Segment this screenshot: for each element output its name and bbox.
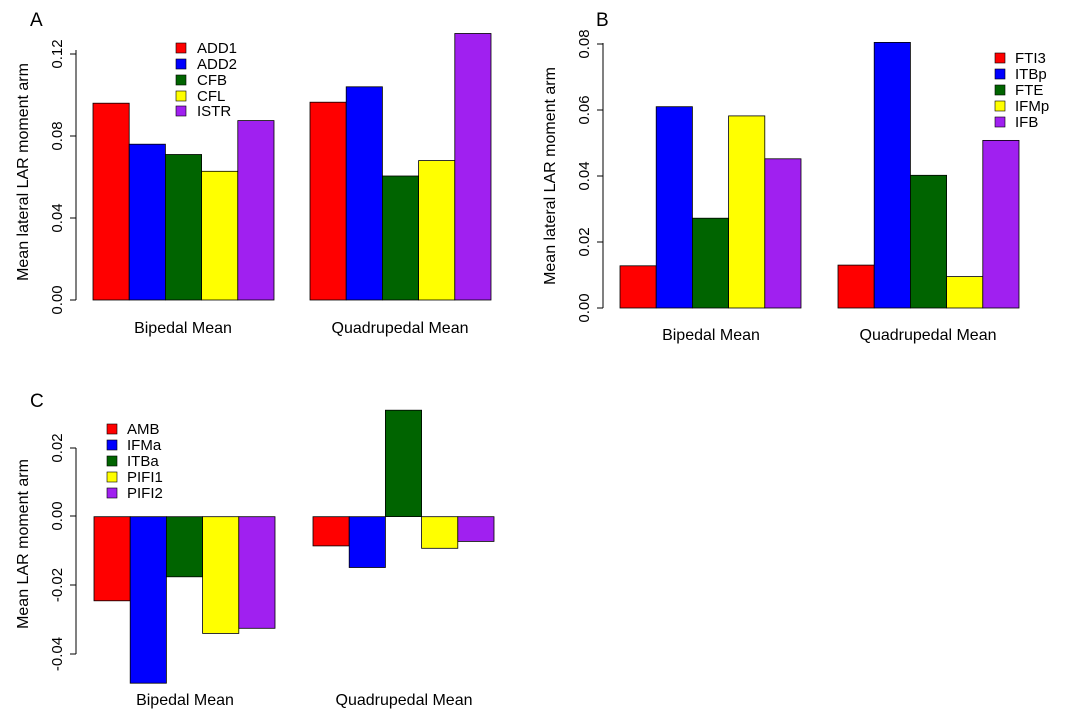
y-tick-label-c-3: 0.02 — [49, 433, 66, 462]
legend-swatch-c-ifma — [106, 439, 118, 451]
bar-a-bipedal-add2 — [128, 143, 166, 301]
bar-c-bipedal-ifma — [129, 516, 167, 684]
y-ticks-b: 0.00 0.02 0.04 0.06 0.08 — [576, 29, 603, 323]
bar-b-bipedal-ifmp — [728, 115, 766, 309]
legend-swatch-b-ifb — [994, 116, 1006, 128]
legend-label-c-amb: AMB — [127, 421, 160, 438]
y-tick-label-a-3: 0.12 — [49, 39, 66, 68]
bar-c-quadrupedal-ifma — [348, 516, 386, 568]
y-axis-title-c: Mean LAR moment arm — [15, 459, 32, 629]
panel-a: A Mean lateral LAR moment arm 0.00 0.04 … — [15, 10, 492, 337]
legend-label-b-fte: FTE — [1015, 82, 1043, 99]
bar-b-bipedal-ifb — [764, 158, 802, 309]
legend-swatch-c-pifi2 — [106, 487, 118, 499]
bar-c-quadrupedal-itba — [384, 409, 422, 518]
legend-b: FTI3 ITBp FTE IFMp IFB — [994, 50, 1049, 131]
legend-label-a-add1: ADD1 — [197, 40, 237, 57]
y-ticks-c: -0.04 -0.02 0.00 0.02 — [49, 433, 76, 671]
bar-a-quadrupedal-istr — [454, 33, 492, 301]
y-ticks-a: 0.00 0.04 0.08 0.12 — [49, 39, 76, 315]
x-category-label-a-bipedal: Bipedal Mean — [134, 320, 232, 337]
panel-label-b: B — [596, 10, 609, 31]
bar-a-quadrupedal-add1 — [309, 101, 347, 301]
legend-label-b-ifmp: IFMp — [1015, 98, 1049, 115]
legend-label-c-pifi1: PIFI1 — [127, 469, 163, 486]
bar-b-quadrupedal-fti3 — [837, 264, 875, 309]
y-tick-label-c-1: -0.02 — [49, 568, 66, 602]
bar-b-quadrupedal-ifmp — [946, 276, 984, 309]
legend-swatch-b-fte — [994, 84, 1006, 96]
y-axis-title-b: Mean lateral LAR moment arm — [542, 67, 559, 285]
legend-c: AMB IFMa ITBa PIFI1 PIFI2 — [106, 421, 163, 502]
y-tick-label-b-0: 0.00 — [576, 293, 593, 322]
legend-swatch-a-cfl — [175, 90, 187, 102]
panel-c: C Mean LAR moment arm -0.04 -0.02 0.00 0… — [15, 391, 495, 709]
bar-c-bipedal-pifi2 — [238, 516, 276, 629]
x-category-label-b-bipedal: Bipedal Mean — [662, 327, 760, 344]
bar-b-bipedal-fte — [692, 217, 730, 309]
bar-b-quadrupedal-ifb — [982, 139, 1020, 309]
legend-label-c-ifma: IFMa — [127, 437, 162, 454]
legend-a: ADD1 ADD2 CFB CFL ISTR — [175, 40, 237, 120]
y-tick-label-a-1: 0.04 — [49, 203, 66, 232]
x-category-label-c-quadrupedal: Quadrupedal Mean — [336, 692, 473, 709]
legend-swatch-b-fti3 — [994, 52, 1006, 64]
bar-c-bipedal-pifi1 — [202, 516, 240, 634]
y-tick-label-b-4: 0.08 — [576, 29, 593, 58]
legend-swatch-b-ifmp — [994, 100, 1006, 112]
bar-a-quadrupedal-cfb — [381, 175, 419, 301]
bars-a — [92, 33, 492, 301]
y-tick-label-a-2: 0.08 — [49, 121, 66, 150]
bars-b — [619, 42, 1020, 309]
bar-c-quadrupedal-pifi2 — [457, 516, 495, 542]
y-tick-label-b-3: 0.06 — [576, 95, 593, 124]
legend-label-a-istr: ISTR — [197, 103, 231, 120]
x-category-label-a-quadrupedal: Quadrupedal Mean — [332, 320, 469, 337]
legend-swatch-b-itbp — [994, 68, 1006, 80]
legend-label-b-fti3: FTI3 — [1015, 50, 1046, 67]
bar-b-bipedal-itbp — [655, 106, 693, 309]
panel-label-a: A — [30, 10, 43, 31]
bar-c-quadrupedal-amb — [312, 516, 350, 547]
legend-swatch-c-itba — [106, 455, 118, 467]
bar-a-bipedal-add1 — [92, 102, 130, 301]
bar-b-bipedal-fti3 — [619, 265, 657, 309]
panel-b: B Mean lateral LAR moment arm 0.00 0.02 … — [542, 10, 1049, 344]
legend-label-b-ifb: IFB — [1015, 114, 1038, 131]
bar-c-bipedal-amb — [93, 516, 131, 602]
legend-label-b-itbp: ITBp — [1015, 66, 1047, 83]
panel-label-c: C — [30, 391, 44, 412]
legend-swatch-a-istr — [175, 105, 187, 117]
legend-label-a-cfb: CFB — [197, 72, 227, 89]
legend-swatch-c-amb — [106, 423, 118, 435]
bar-b-quadrupedal-itbp — [873, 42, 911, 309]
y-tick-label-c-0: -0.04 — [49, 637, 66, 671]
y-axis-title-a: Mean lateral LAR moment arm — [15, 63, 32, 281]
y-tick-label-b-1: 0.02 — [576, 227, 593, 256]
bar-b-quadrupedal-fte — [910, 174, 948, 309]
bar-a-quadrupedal-add2 — [345, 86, 383, 301]
bars-c — [93, 409, 495, 684]
bar-a-bipedal-cfb — [164, 154, 202, 301]
bar-c-bipedal-itba — [165, 516, 203, 578]
legend-label-c-itba: ITBa — [127, 453, 159, 470]
legend-swatch-c-pifi1 — [106, 471, 118, 483]
x-category-label-c-bipedal: Bipedal Mean — [136, 692, 234, 709]
legend-label-c-pifi2: PIFI2 — [127, 485, 163, 502]
legend-swatch-a-cfb — [175, 74, 187, 86]
bar-a-bipedal-cfl — [201, 170, 239, 301]
bar-c-quadrupedal-pifi1 — [421, 516, 459, 549]
legend-swatch-a-add2 — [175, 58, 187, 70]
y-tick-label-b-2: 0.04 — [576, 161, 593, 190]
bar-a-quadrupedal-cfl — [418, 160, 456, 301]
legend-label-a-cfl: CFL — [197, 88, 225, 105]
bar-a-bipedal-istr — [237, 120, 275, 301]
legend-label-a-add2: ADD2 — [197, 56, 237, 73]
legend-swatch-a-add1 — [175, 42, 187, 54]
x-category-label-b-quadrupedal: Quadrupedal Mean — [860, 327, 997, 344]
y-tick-label-c-2: 0.00 — [49, 501, 66, 530]
y-tick-label-a-0: 0.00 — [49, 285, 66, 314]
